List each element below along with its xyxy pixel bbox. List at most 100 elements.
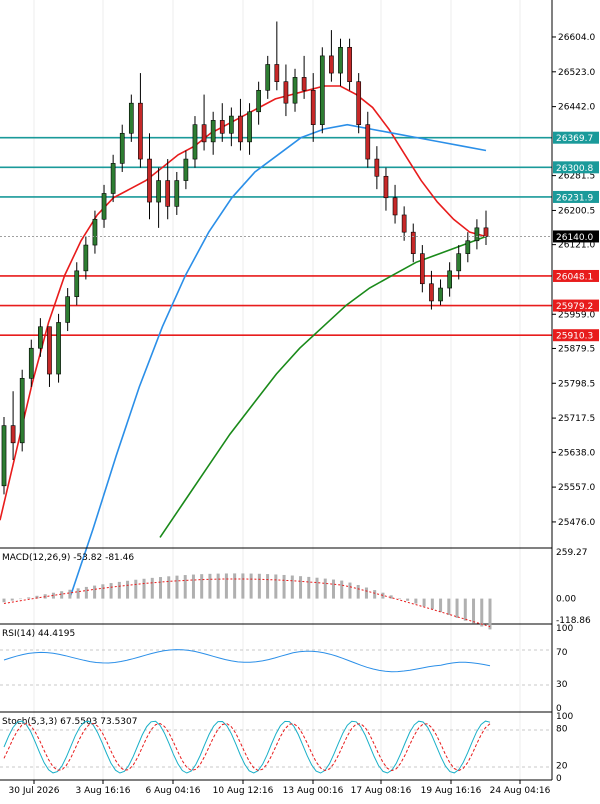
candle-body [110,163,116,194]
rsi-axis-label: 70 [556,648,568,658]
candle[interactable] [456,245,462,280]
candle[interactable] [101,184,107,228]
macd-panel: MACD(12,26,9) -53.82 -81.46 259.27 0.00 -1… [2,548,591,630]
rsi-line [3,649,491,673]
candle[interactable] [92,210,98,254]
candle-body [483,227,489,237]
candle-body [356,81,362,125]
macd-bar [51,592,55,599]
candle-body [410,231,416,254]
candle[interactable] [83,236,89,280]
candle[interactable] [47,326,52,387]
candle[interactable] [374,146,380,190]
candle[interactable] [256,81,261,125]
rsi-axis-label: 0 [556,704,562,714]
level-tag-label: 25910.3 [556,332,593,342]
candle[interactable] [19,369,25,452]
macd-bar [406,598,410,601]
candle-body [201,124,207,143]
candle-body [274,64,280,82]
candle-body [210,120,216,143]
candle[interactable] [247,103,252,155]
candle[interactable] [110,154,116,203]
macd-bar [18,598,22,600]
candle[interactable] [147,133,152,220]
candle[interactable] [310,73,316,142]
macd-bar [439,598,443,613]
candle[interactable] [301,55,307,99]
macd-axis-label: -118.86 [556,616,591,626]
candle[interactable] [329,30,334,82]
macd-bar [315,577,319,599]
candle[interactable] [465,232,471,263]
macd-bar [93,585,97,599]
candlesticks [1,21,489,495]
candle[interactable] [365,111,371,168]
macd-bar [472,598,476,624]
candle[interactable] [138,73,143,168]
macd-bar [397,598,401,599]
candle[interactable] [192,116,198,168]
candle[interactable] [392,184,398,224]
macd-bar [191,574,195,599]
candle[interactable] [265,55,271,99]
candle[interactable] [283,64,289,117]
candle-body [1,425,7,487]
candle[interactable] [219,103,225,142]
time-tick-label: 17 Aug 08:16 [351,786,412,796]
candle[interactable] [210,111,216,155]
candle-body [38,326,43,349]
macd-bar [373,590,377,599]
candle[interactable] [356,73,362,134]
candle[interactable] [338,38,343,86]
macd-bar [266,574,270,599]
candle[interactable] [119,124,125,172]
level-tag-label: 26369.7 [556,134,593,144]
price-tick-label: 26200.5 [558,206,595,216]
candle[interactable] [1,417,7,495]
candle[interactable] [74,262,80,306]
candle[interactable] [56,313,61,383]
candle[interactable] [347,38,352,91]
macd-bar [126,580,130,599]
candle[interactable] [429,270,434,310]
candle[interactable] [419,245,425,293]
candle[interactable] [383,167,389,211]
candle-body [465,240,471,254]
stoch-axis-label: 0 [556,774,562,784]
macd-bar [307,576,311,599]
candle[interactable] [156,167,161,228]
candle[interactable] [183,150,189,190]
candle[interactable] [401,206,407,241]
candle[interactable] [274,21,280,91]
macd-label: MACD(12,26,9) -53.82 -81.46 [2,553,134,563]
candle[interactable] [292,68,298,112]
candle[interactable] [128,94,134,142]
candle[interactable] [319,47,325,134]
macd-bar [488,598,492,630]
candle[interactable] [10,391,16,461]
price-tick-label: 25476.0 [558,518,595,528]
macd-bar [233,573,237,599]
candle-body [392,197,398,216]
candle[interactable] [438,279,443,306]
candle-body [338,46,343,74]
candle[interactable] [165,159,171,220]
candle-body [292,77,298,104]
candle[interactable] [474,219,480,250]
candle[interactable] [229,107,234,147]
candle[interactable] [28,339,34,387]
candle[interactable] [410,223,416,263]
level-tag-label: 25979.2 [556,302,593,312]
candle[interactable] [238,98,243,151]
candle[interactable] [201,94,207,151]
candle[interactable] [447,262,452,297]
candle[interactable] [174,171,180,215]
candle[interactable] [483,210,489,246]
candle[interactable] [38,318,43,357]
macd-bar [35,595,39,599]
macd-bar [414,598,418,604]
moving-averages [0,85,487,598]
candle[interactable] [65,288,71,332]
